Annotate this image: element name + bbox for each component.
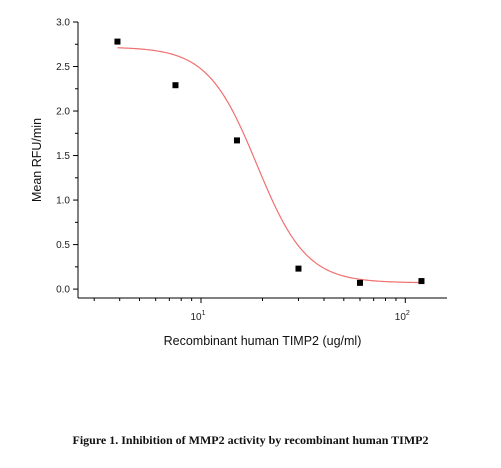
figure-caption: Figure 1. Inhibition of MMP2 activity by… <box>72 433 429 447</box>
y-tick-label: 2.0 <box>56 107 70 118</box>
y-tick-label: 1.5 <box>56 151 70 162</box>
x-tick-base: 10 <box>395 312 407 323</box>
data-point <box>295 265 302 272</box>
y-axis-label: Mean RFU/min <box>30 118 44 202</box>
axes <box>77 22 447 299</box>
y-tick-label: 2.5 <box>56 62 70 73</box>
x-tick-exponent: 1 <box>202 310 206 317</box>
y-tick-label: 0.5 <box>56 240 70 251</box>
y-tick-label: 1.0 <box>56 196 70 207</box>
y-ticks: 0.0 0.5 1.0 1.5 2.0 2.5 3.0 <box>56 18 78 296</box>
data-point <box>172 82 179 89</box>
y-tick-label: 3.0 <box>56 18 70 29</box>
x-ticks: 101 102 <box>93 298 410 323</box>
data-point <box>356 279 363 286</box>
x-tick-label: 102 <box>395 310 410 323</box>
x-tick-exponent: 2 <box>406 310 410 317</box>
data-point <box>233 137 240 144</box>
data-point <box>114 38 121 45</box>
data-point <box>418 278 425 285</box>
x-axis-label: Recombinant human TIMP2 (ug/ml) <box>164 334 362 348</box>
x-tick-base: 10 <box>190 312 202 323</box>
y-tick-label: 0.0 <box>56 285 70 296</box>
fit-curve <box>117 47 422 284</box>
data-points <box>114 38 425 286</box>
x-tick-label: 101 <box>190 310 205 323</box>
